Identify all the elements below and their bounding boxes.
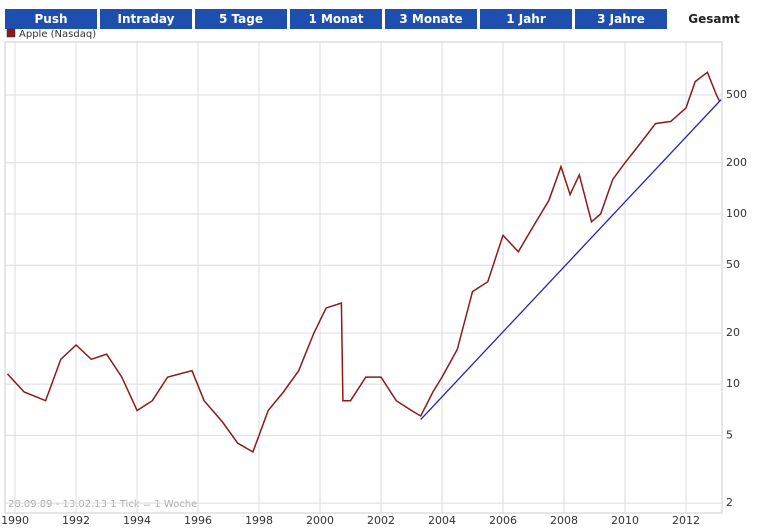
legend-swatch [6, 28, 16, 38]
tab-label[interactable]: 1 Monat [308, 12, 363, 26]
y-tick-label: 10 [726, 377, 740, 390]
x-tick-label: 1994 [123, 514, 151, 527]
x-tick-label: 2012 [672, 514, 700, 527]
tab[interactable] [385, 9, 477, 29]
tab[interactable] [290, 9, 382, 29]
tab-label[interactable]: Push [34, 12, 67, 26]
x-tick-label: 1990 [1, 514, 29, 527]
tab-label[interactable]: 3 Jahre [597, 12, 645, 26]
legend-label: Apple (Nasdaq) [19, 29, 96, 40]
x-tick-label: 2008 [550, 514, 578, 527]
price-line [6, 71, 721, 453]
y-tick-label: 50 [726, 258, 740, 271]
tab-label[interactable]: 3 Monate [399, 12, 462, 26]
plot-frame [4, 41, 723, 514]
tab-label[interactable]: Intraday [118, 12, 175, 26]
tab-label[interactable]: 5 Tage [219, 12, 263, 26]
tab[interactable] [5, 9, 97, 29]
y-tick-label: 200 [726, 156, 747, 169]
y-tick-label: 100 [726, 207, 747, 220]
y-tick-label: 5 [726, 428, 733, 441]
y-tick-label: 500 [726, 88, 747, 101]
tab-label[interactable]: Gesamt [688, 12, 740, 26]
x-tick-label: 1996 [184, 514, 212, 527]
x-tick-label: 2006 [489, 514, 517, 527]
tab-label[interactable]: 1 Jahr [506, 12, 546, 26]
x-tick-label: 1998 [245, 514, 273, 527]
x-tick-label: 2000 [306, 514, 334, 527]
x-tick-label: 2004 [428, 514, 456, 527]
x-tick-label: 1992 [62, 514, 90, 527]
x-tick-label: 2002 [367, 514, 395, 527]
tab[interactable] [670, 9, 758, 29]
annotation: 28.09.89 - 13.02.13 1 Tick = 1 Woche [8, 499, 197, 510]
y-tick-label: 2 [726, 496, 733, 509]
y-tick-label: 20 [726, 326, 740, 339]
tab[interactable] [100, 9, 192, 29]
tab[interactable] [575, 9, 667, 29]
x-tick-label: 2010 [611, 514, 639, 527]
tab[interactable] [195, 9, 287, 29]
trend-line [420, 99, 722, 420]
tab[interactable] [480, 9, 572, 29]
